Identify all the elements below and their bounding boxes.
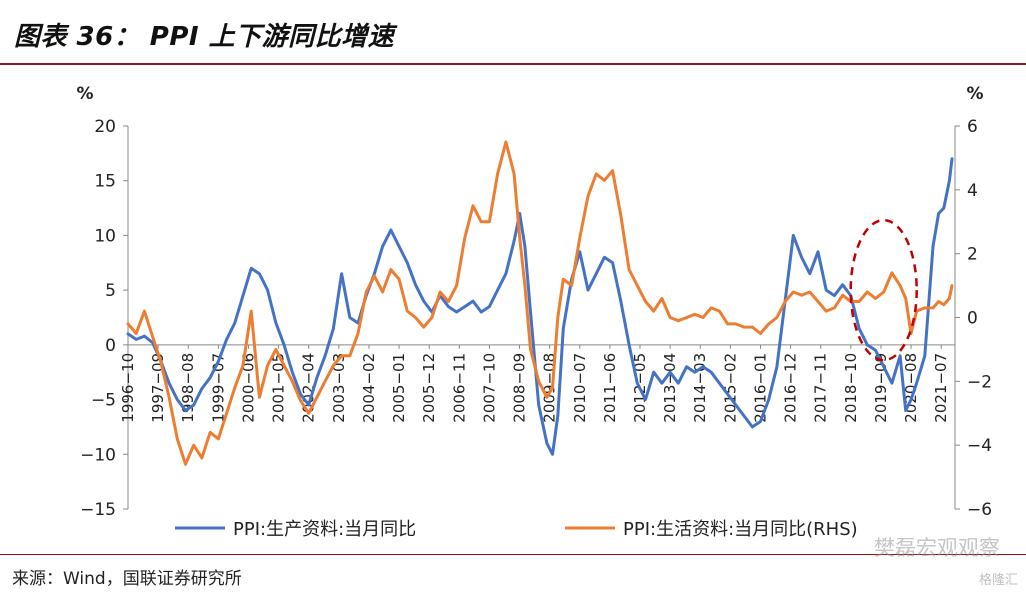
series-line-producer xyxy=(126,157,954,456)
x-tick-label: 2013−04 xyxy=(661,353,679,423)
right-tick-label: −6 xyxy=(967,500,992,520)
left-tick-label: 0 xyxy=(105,336,116,356)
left-tick-label: 5 xyxy=(105,281,116,301)
right-tick-label: 4 xyxy=(967,181,978,201)
x-tick-label: 2016−01 xyxy=(751,353,769,423)
legend-label-consumer: PPI:生活资料:当月同比(RHS) xyxy=(623,519,858,540)
x-tick-label: 2010−07 xyxy=(571,353,589,423)
left-tick-label: 15 xyxy=(94,172,116,192)
x-tick-label: 2007−10 xyxy=(480,353,498,423)
legend: PPI:生产资料:当月同比 PPI:生活资料:当月同比(RHS) xyxy=(175,519,858,540)
right-unit-label: % xyxy=(966,84,983,104)
left-tick-label: 10 xyxy=(94,226,116,246)
x-tick-label: 2021−07 xyxy=(932,353,950,423)
legend-label-producer: PPI:生产资料:当月同比 xyxy=(233,519,416,540)
x-tick-label: 2000−06 xyxy=(239,353,257,423)
left-tick-label: −15 xyxy=(80,500,116,520)
x-tick-label: 2004−02 xyxy=(360,353,378,423)
x-tick-label: 2005−12 xyxy=(420,353,438,423)
title-divider xyxy=(0,63,1026,65)
x-tick-label: 2014−03 xyxy=(691,353,709,423)
x-tick-label: 2006−11 xyxy=(450,353,468,423)
right-tick-label: −4 xyxy=(967,436,992,456)
series-line-consumer xyxy=(126,140,954,466)
watermark: 樊磊宏观观察 xyxy=(874,536,1000,560)
x-tick-label: 1998−08 xyxy=(179,353,197,423)
title-bar: 图表 36： PPI 上下游同比增速 xyxy=(0,0,1026,62)
right-tick-label: −2 xyxy=(967,372,992,392)
right-tick-label: 2 xyxy=(967,245,978,265)
x-tick-label: 2018−10 xyxy=(842,353,860,423)
left-tick-label: −5 xyxy=(91,391,116,411)
x-tick-label: 2011−06 xyxy=(601,353,619,423)
x-tick-label: 2008−09 xyxy=(511,353,529,423)
x-tick-label: 2001−05 xyxy=(270,353,288,423)
source-note: 来源：Wind，国联证券研究所 xyxy=(12,569,242,589)
x-tick-label: 2017−11 xyxy=(812,353,830,423)
right-tick-label: 6 xyxy=(967,117,978,137)
annotation-ellipse xyxy=(849,218,918,362)
x-tick-label: 2005−01 xyxy=(390,353,408,423)
series-layer xyxy=(126,140,954,466)
x-tick-label: 1996−10 xyxy=(119,353,137,423)
page-title: 图表 36： PPI 上下游同比增速 xyxy=(14,22,395,52)
x-tick-label: 2003−03 xyxy=(330,353,348,423)
right-tick-label: 0 xyxy=(967,309,978,329)
left-tick-label: 20 xyxy=(94,117,116,137)
x-tick-label: 1997−09 xyxy=(149,353,167,423)
watermark-logo: 格隆汇 xyxy=(978,573,1018,588)
left-unit-label: % xyxy=(76,84,93,104)
left-tick-label: −10 xyxy=(80,445,116,465)
annotation-layer xyxy=(849,218,918,362)
x-tick-label: 2016−12 xyxy=(782,353,800,423)
footer-divider xyxy=(0,554,1026,555)
